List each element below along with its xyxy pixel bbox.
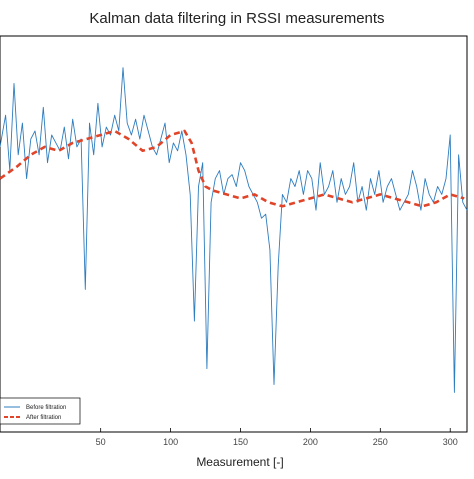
x-axis-ticks: 50 100 150 200 250 300 [96,428,458,447]
legend-box [0,397,81,425]
x-tick-label: 200 [303,437,318,447]
legend: Before filtration After filtration [0,397,81,425]
plot-area [0,35,468,433]
x-tick-label: 50 [96,437,106,447]
legend-label-before: Before filtration [26,405,66,411]
plot-frame [0,35,468,433]
before-filtration-line [0,67,468,393]
x-axis-label: Measurement [-] [196,455,283,469]
x-tick-label: 250 [373,437,388,447]
x-tick-label: 150 [233,437,248,447]
x-tick-label: 100 [163,437,178,447]
x-tick-label: 300 [443,437,458,447]
series-before-filtration [0,67,468,393]
chart-title: Kalman data filtering in RSSI measuremen… [89,10,384,27]
legend-label-after: After filtration [26,415,61,421]
